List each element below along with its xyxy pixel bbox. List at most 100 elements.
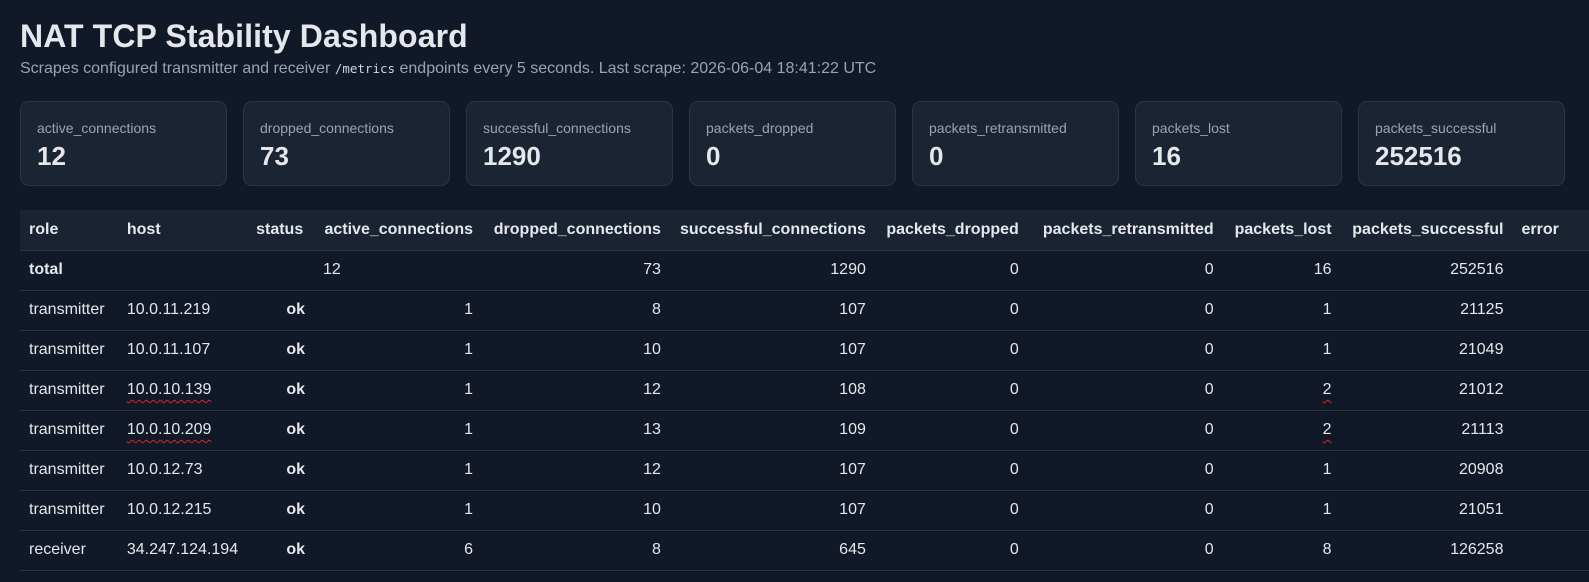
- cell-packets-successful: 20908: [1340, 450, 1513, 491]
- cell-successful-connections: 107: [669, 450, 875, 491]
- card-packets-retransmitted: packets_retransmitted 0: [912, 101, 1119, 186]
- card-active-connections: active_connections 12: [20, 101, 227, 186]
- cell-active-connections: 1: [314, 410, 482, 451]
- cell-host: 10.0.12.215: [117, 490, 248, 531]
- cell-error: [1512, 450, 1589, 491]
- spellcheck-underlined-host: 10.0.10.139: [126, 381, 212, 398]
- cell-packets-successful: 252516: [1340, 250, 1513, 291]
- cell-host: 34.247.124.194: [117, 530, 248, 571]
- cell-packets-retransmitted: 0: [1027, 290, 1223, 331]
- column-header-packets-lost: packets_lost: [1222, 210, 1341, 251]
- metrics-table: role host status active_connections drop…: [20, 210, 1589, 571]
- cell-active-connections: 1: [314, 290, 482, 331]
- card-value: 0: [706, 141, 721, 171]
- table-row: transmitter 10.0.11.219 ok 1 8 107 0 0 1…: [20, 290, 1589, 331]
- cell-status: ok: [247, 290, 315, 331]
- cell-packets-lost: 1: [1222, 490, 1341, 531]
- cell-packets-lost: 1: [1222, 290, 1341, 331]
- cell-error: [1512, 330, 1589, 371]
- card-packets-dropped: packets_dropped 0: [689, 101, 896, 186]
- column-header-error: error: [1512, 210, 1589, 251]
- cell-dropped-connections: 8: [481, 290, 670, 331]
- cell-packets-lost: 16: [1222, 250, 1341, 291]
- table-row: transmitter 10.0.10.209 ok 1 13 109 0 0 …: [20, 410, 1589, 451]
- card-value: 1290: [483, 141, 541, 171]
- cell-role: transmitter: [20, 330, 118, 371]
- cell-status: ok: [247, 490, 315, 531]
- cell-packets-retransmitted: 0: [1027, 250, 1223, 291]
- cell-packets-lost: 1: [1222, 330, 1341, 371]
- table-header-row: role host status active_connections drop…: [20, 210, 1589, 251]
- card-label: active_connections: [37, 120, 157, 136]
- card-packets-successful: packets_successful 252516: [1358, 101, 1565, 186]
- cell-successful-connections: 645: [669, 530, 875, 571]
- card-label: packets_dropped: [706, 120, 814, 136]
- table-total-row: total 12 73 1290 0 0 16 252516: [20, 250, 1589, 291]
- cell-packets-retransmitted: 0: [1027, 450, 1223, 491]
- cell-packets-successful: 21051: [1340, 490, 1513, 531]
- cell-packets-dropped: 0: [874, 250, 1028, 291]
- cell-host: [117, 250, 248, 291]
- cell-packets-retransmitted: 0: [1027, 530, 1223, 571]
- cell-status: ok: [247, 530, 315, 571]
- cell-active-connections: 12: [314, 250, 482, 291]
- cell-role: transmitter: [20, 450, 118, 491]
- cell-dropped-connections: 10: [481, 490, 670, 531]
- column-header-successful-connections: successful_connections: [669, 210, 875, 251]
- cell-packets-retransmitted: 0: [1027, 490, 1223, 531]
- cell-dropped-connections: 12: [481, 370, 670, 411]
- cell-role: total: [20, 250, 118, 291]
- cell-host: 10.0.11.219: [117, 290, 248, 331]
- card-successful-connections: successful_connections 1290: [466, 101, 673, 186]
- cell-successful-connections: 107: [669, 290, 875, 331]
- cell-host: 10.0.11.107: [117, 330, 248, 371]
- cell-host: 10.0.12.73: [117, 450, 248, 491]
- card-label: packets_retransmitted: [929, 120, 1067, 136]
- cell-successful-connections: 1290: [669, 250, 875, 291]
- card-label: packets_successful: [1375, 120, 1497, 136]
- cell-dropped-connections: 13: [481, 410, 670, 451]
- cell-packets-dropped: 0: [874, 330, 1028, 371]
- column-header-role: role: [20, 210, 118, 251]
- cell-role: transmitter: [20, 490, 118, 531]
- cell-packets-dropped: 0: [874, 530, 1028, 571]
- column-header-active-connections: active_connections: [314, 210, 482, 251]
- table-row: transmitter 10.0.11.107 ok 1 10 107 0 0 …: [20, 330, 1589, 371]
- column-header-host: host: [117, 210, 248, 251]
- card-label: successful_connections: [483, 120, 631, 136]
- cell-dropped-connections: 10: [481, 330, 670, 371]
- table-row: receiver 34.247.124.194 ok 6 8 645 0 0 8…: [20, 530, 1589, 571]
- cell-error: [1512, 370, 1589, 411]
- page-subtitle: Scrapes configured transmitter and recei…: [20, 59, 1589, 79]
- cell-active-connections: 1: [314, 490, 482, 531]
- cell-error: [1512, 250, 1589, 291]
- card-dropped-connections: dropped_connections 73: [243, 101, 450, 186]
- cell-successful-connections: 109: [669, 410, 875, 451]
- cell-status: [247, 250, 315, 291]
- cell-host: 10.0.10.209: [117, 410, 248, 451]
- cell-error: [1512, 410, 1589, 451]
- cell-successful-connections: 107: [669, 330, 875, 371]
- cell-packets-successful: 21125: [1340, 290, 1513, 331]
- card-value: 73: [260, 141, 289, 171]
- cell-status: ok: [247, 410, 315, 451]
- cell-dropped-connections: 12: [481, 450, 670, 491]
- cell-packets-successful: 126258: [1340, 530, 1513, 571]
- cell-active-connections: 1: [314, 330, 482, 371]
- cell-packets-retransmitted: 0: [1027, 370, 1223, 411]
- cell-role: receiver: [20, 530, 118, 571]
- cell-dropped-connections: 73: [481, 250, 670, 291]
- card-value: 0: [929, 141, 944, 171]
- card-value: 12: [37, 141, 66, 171]
- subtitle-text-after: endpoints every 5 seconds. Last scrape: …: [399, 60, 877, 77]
- cell-status: ok: [247, 330, 315, 371]
- cell-packets-dropped: 0: [874, 490, 1028, 531]
- cell-packets-successful: 21113: [1340, 410, 1513, 451]
- column-header-packets-successful: packets_successful: [1340, 210, 1513, 251]
- cell-packets-lost: 2: [1222, 410, 1341, 451]
- card-value: 16: [1152, 141, 1181, 171]
- column-header-packets-retransmitted: packets_retransmitted: [1027, 210, 1223, 251]
- spellcheck-underlined-value: 2: [1322, 381, 1332, 398]
- cell-packets-dropped: 0: [874, 450, 1028, 491]
